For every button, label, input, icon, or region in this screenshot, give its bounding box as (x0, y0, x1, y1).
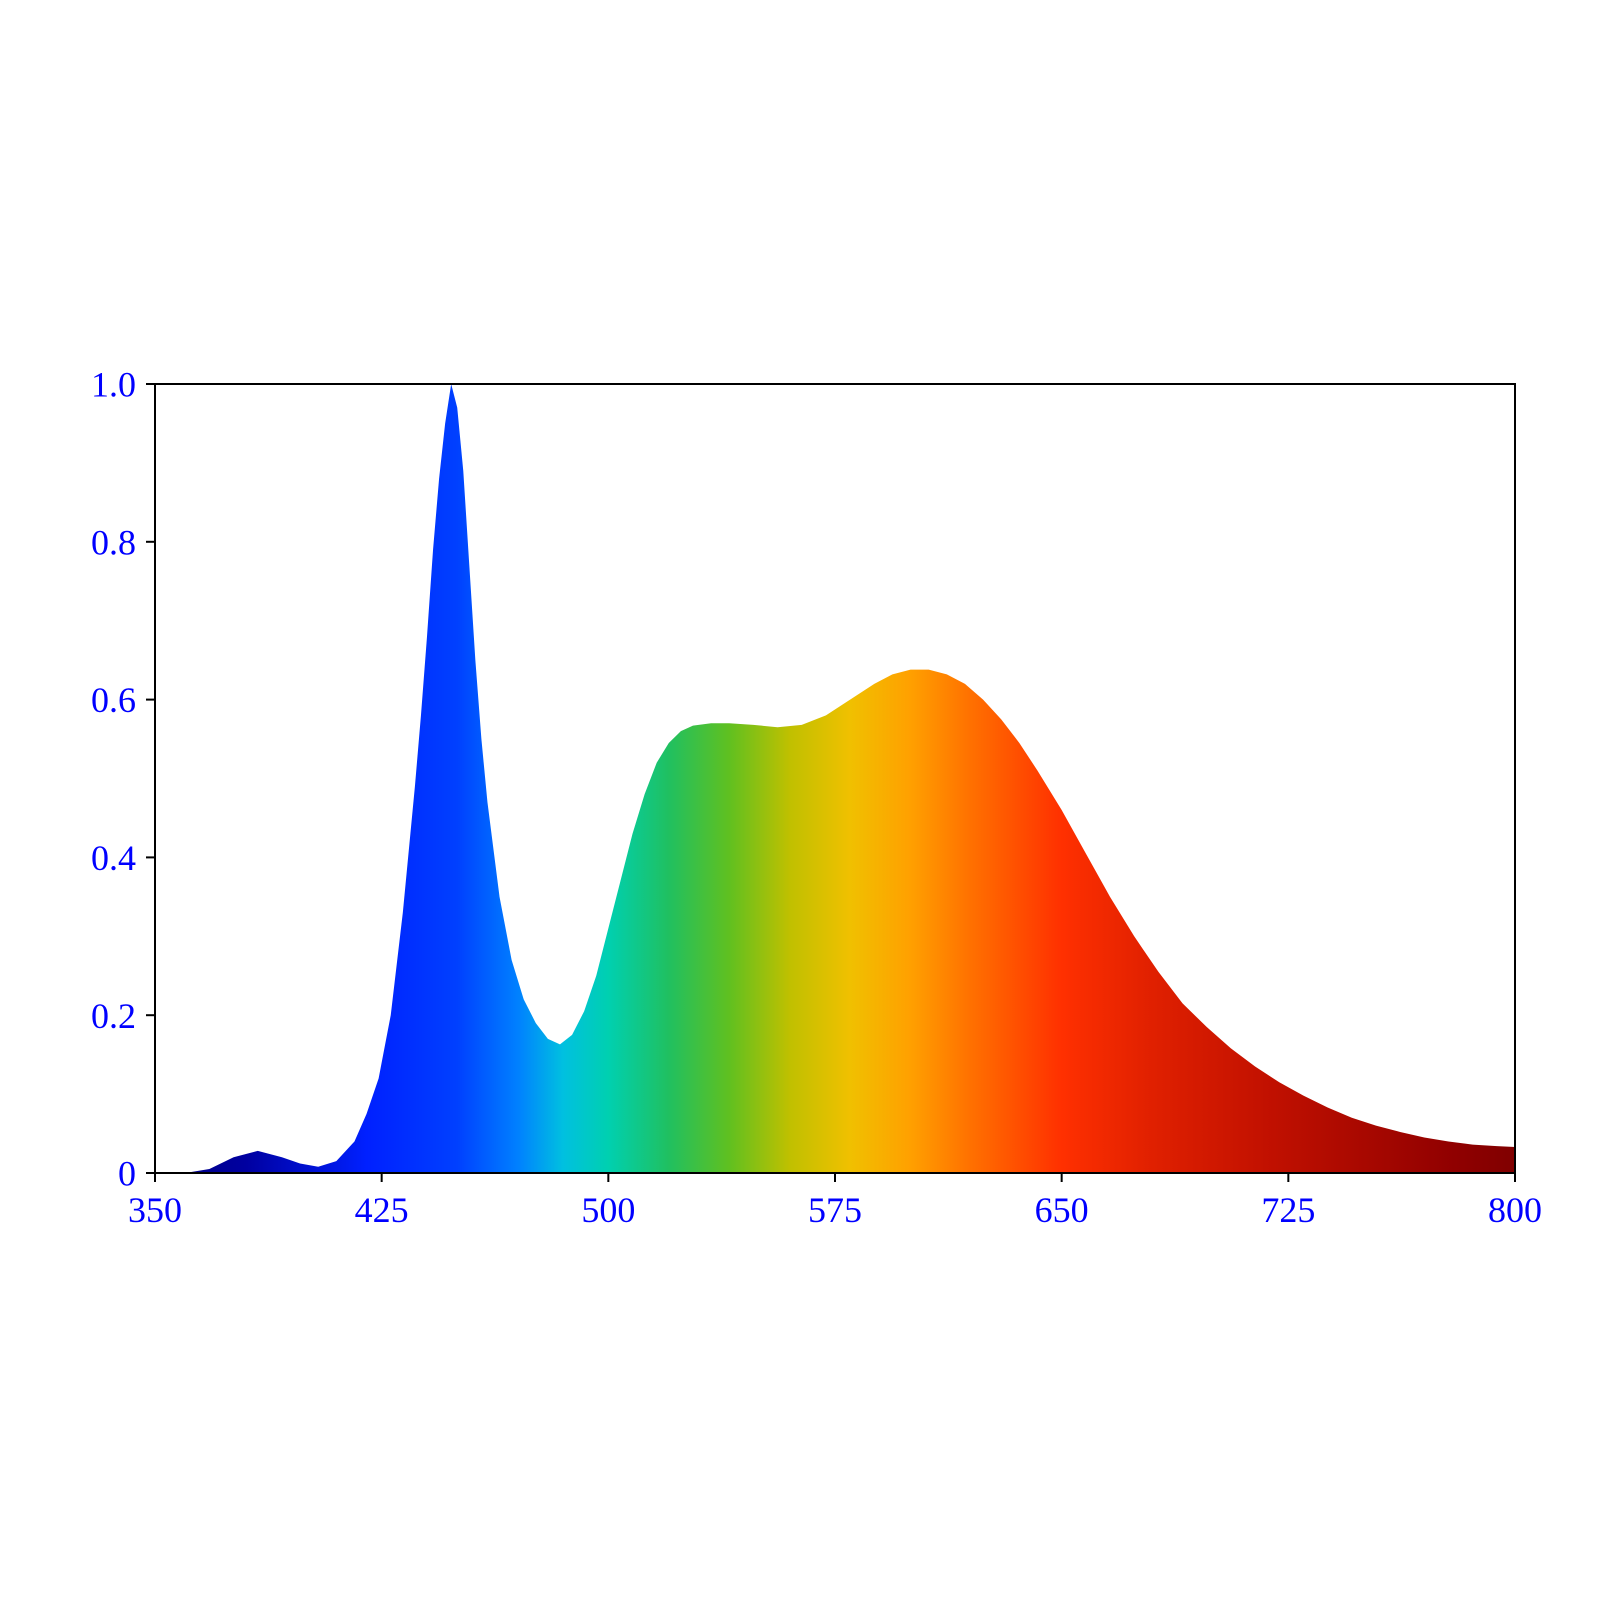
y-tick-label: 0.8 (91, 522, 136, 562)
x-tick-label: 425 (355, 1190, 409, 1230)
spectrum-chart: 350 425 500 575 650 725 800 0 0.2 0.4 0.6 0.8 1.0 (0, 0, 1600, 1600)
x-tick-label: 725 (1261, 1190, 1315, 1230)
y-tick-label: 0.6 (91, 680, 136, 720)
y-tick-label: 0.2 (91, 996, 136, 1036)
x-tick-label: 575 (808, 1190, 862, 1230)
x-tick-label: 500 (581, 1190, 635, 1230)
y-tick-label: 1.0 (91, 365, 136, 405)
x-tick-label: 800 (1488, 1190, 1542, 1230)
spectrum-chart-container: 350 425 500 575 650 725 800 0 0.2 0.4 0.6 0.8 1.0 (0, 0, 1600, 1600)
y-tick-label: 0.4 (91, 838, 136, 878)
x-tick-label: 650 (1035, 1190, 1089, 1230)
x-tick-label: 350 (128, 1190, 182, 1230)
y-tick-label: 0 (118, 1154, 136, 1194)
